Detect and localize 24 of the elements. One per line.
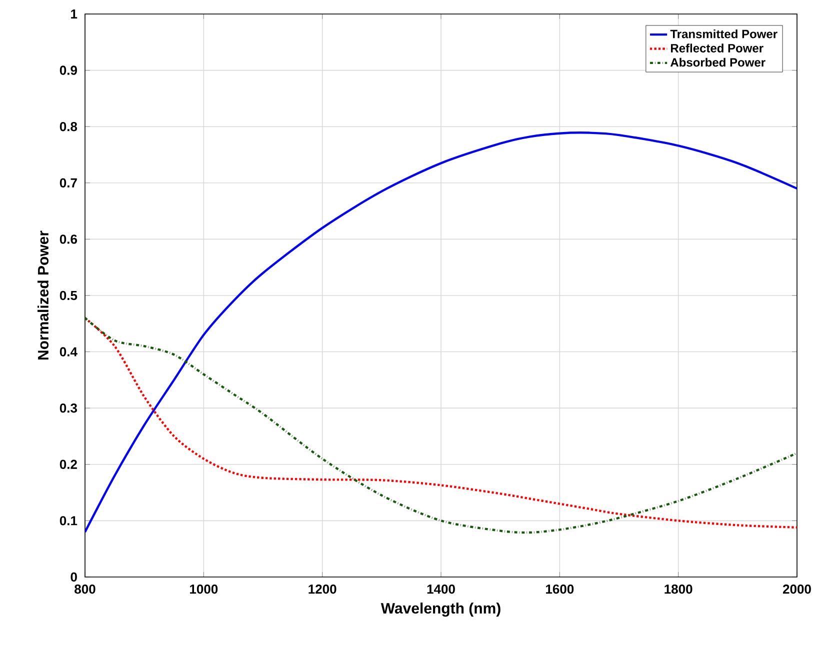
line-series bbox=[85, 132, 797, 534]
y-tick-label: 1 bbox=[71, 10, 78, 18]
y-tick-label: 0.4 bbox=[60, 347, 78, 356]
y-axis-title: Normalized Power bbox=[38, 230, 49, 360]
x-tick-label: 2000 bbox=[782, 584, 811, 594]
y-tick-label: 0.1 bbox=[60, 516, 78, 526]
x-tick-label: 1800 bbox=[664, 584, 692, 594]
y-tick-label: 0.6 bbox=[60, 234, 77, 244]
y-tick-label: 0.3 bbox=[60, 403, 77, 413]
x-tick-label: 1600 bbox=[546, 584, 574, 594]
x-tick-label: 800 bbox=[74, 584, 96, 594]
x-tick-label: 1400 bbox=[427, 584, 455, 594]
legend-label: Reflected Power bbox=[670, 44, 764, 52]
y-tick-label: 0.8 bbox=[60, 122, 78, 132]
x-tick-label: 1200 bbox=[308, 584, 336, 594]
y-tick-label: 0.7 bbox=[60, 178, 77, 188]
y-tick-label: 0 bbox=[70, 572, 77, 582]
x-tick-label: 1000 bbox=[190, 584, 218, 594]
legend-label: Absorbed Power bbox=[670, 58, 766, 67]
x-axis-title: Wavelength (nm) bbox=[380, 602, 500, 617]
y-tick-label: 0.5 bbox=[60, 290, 78, 300]
y-tick-label: 0.2 bbox=[60, 460, 77, 469]
legend-label: Transmitted Power bbox=[670, 29, 778, 38]
y-tick-label: 0.9 bbox=[60, 66, 77, 75]
